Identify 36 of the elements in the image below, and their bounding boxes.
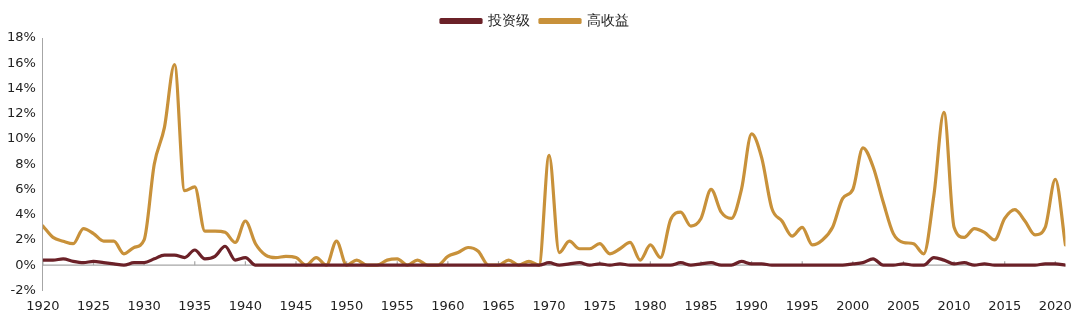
x-tick-label: 2020 [1038, 297, 1072, 313]
x-tick-label: 2000 [836, 297, 870, 313]
x-tick-label: 1960 [431, 297, 465, 313]
x-tick-label: 1955 [380, 297, 414, 313]
x-tick-label: 1995 [785, 297, 819, 313]
y-tick-label: 4% [15, 206, 36, 222]
line-series [42, 244, 1066, 267]
x-tick-label: 1990 [735, 297, 769, 313]
x-tick-label: 1985 [684, 297, 718, 313]
x-tick-label: 2015 [988, 297, 1022, 313]
line-series [42, 62, 1066, 267]
x-tick-label: 1935 [178, 297, 212, 313]
x-tick-label: 1980 [633, 297, 667, 313]
y-tick-label: 6% [15, 180, 36, 196]
y-tick-label: 16% [6, 54, 36, 70]
x-tick-label: 1965 [481, 297, 516, 313]
x-tick-label: 1975 [583, 297, 617, 313]
x-tick-label: 1930 [127, 297, 161, 313]
x-tick-label: 1950 [330, 297, 364, 313]
x-tick-label: 1920 [26, 297, 60, 313]
y-tick-label: 12% [6, 105, 36, 121]
legend-label: 投资级 [487, 11, 530, 28]
x-tick-label: 1945 [279, 297, 313, 313]
x-tick-label: 2010 [937, 297, 971, 313]
y-tick-label: -2% [10, 281, 36, 297]
y-tick-label: 0% [15, 256, 36, 272]
x-tick-label: 2005 [886, 297, 920, 313]
x-tick-label: 1940 [228, 297, 262, 313]
x-tick-label: 1970 [532, 297, 566, 313]
y-tick-label: 10% [6, 130, 36, 146]
y-tick-label: 2% [15, 231, 36, 247]
legend-label: 高收益 [587, 11, 629, 28]
y-tick-label: 8% [15, 155, 36, 171]
y-tick-label: 14% [6, 79, 36, 95]
x-tick-label: 1925 [76, 297, 111, 313]
y-tick-label: 18% [6, 29, 36, 45]
